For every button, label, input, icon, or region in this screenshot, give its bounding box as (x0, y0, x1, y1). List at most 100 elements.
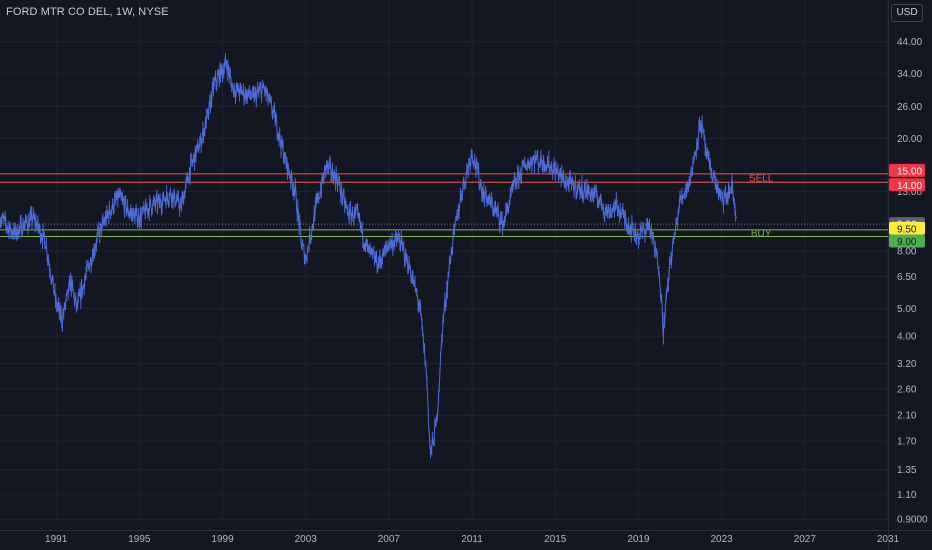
price-point (190, 165, 192, 167)
price-point (24, 223, 26, 225)
price-point (226, 62, 228, 64)
price-point (149, 205, 151, 208)
x-tick-label: 1995 (128, 534, 151, 545)
y-tick-label: 34.00 (897, 69, 922, 80)
x-tick-label: 1999 (211, 534, 234, 545)
price-point (436, 420, 438, 422)
time-axis[interactable]: 1991 1995 1999 2003 2007 2011 2015 2019 2023 2027… (45, 534, 900, 545)
price-point (357, 217, 359, 219)
price-point (336, 177, 338, 179)
series-layer (0, 53, 737, 459)
levels-layer (0, 173, 888, 238)
price-point (617, 205, 619, 208)
price-point (398, 238, 400, 240)
y-tick-label: 44.00 (897, 37, 922, 48)
x-tick-label: 2003 (295, 534, 318, 545)
price-point (213, 84, 215, 86)
price-point (117, 195, 120, 197)
price-point (544, 161, 546, 163)
price-badge-bg (889, 178, 925, 192)
y-tick-label: 1.10 (897, 490, 917, 501)
price-point (159, 200, 161, 202)
x-tick-label: 2015 (544, 534, 567, 545)
price-axis[interactable]: 44.00 34.00 26.00 20.00 13.00 8.00 6.50 5.00 4.0… (897, 37, 928, 526)
price-point (471, 150, 473, 153)
price-badge: 15.00 (889, 163, 925, 177)
price-point (575, 186, 577, 188)
price-point (679, 200, 681, 202)
price-badge-bg (889, 163, 925, 177)
price-point (735, 217, 737, 219)
price-point (429, 455, 432, 458)
price-point (606, 211, 608, 213)
price-badge-label: 9.00 (897, 237, 917, 248)
price-point (388, 242, 390, 245)
price-point (86, 270, 88, 272)
price-point (662, 329, 665, 331)
price-point (55, 303, 57, 305)
price-point (273, 115, 276, 117)
x-tick-label: 1991 (45, 534, 68, 545)
y-tick-label: 26.00 (897, 102, 922, 113)
price-point (107, 213, 109, 215)
x-tick-label: 2031 (877, 534, 900, 545)
price-point (32, 217, 34, 219)
price-point (425, 370, 427, 373)
price-point (706, 157, 708, 160)
price-point (533, 157, 536, 160)
y-tick-label: 13.00 (897, 187, 922, 198)
x-tick-label: 2019 (627, 534, 650, 545)
price-point (315, 205, 317, 208)
annotation-layer: SELL BUY (749, 173, 774, 239)
price-point (442, 321, 444, 323)
price-point (232, 88, 234, 90)
price-point (585, 190, 588, 192)
price-point (263, 88, 265, 90)
y-tick-label: 2.60 (897, 384, 917, 395)
y-tick-label: 20.00 (897, 134, 922, 145)
price-point (346, 211, 348, 213)
price-point (377, 263, 380, 265)
price-point (284, 157, 286, 160)
price-point (721, 200, 723, 202)
x-tick-label: 2011 (461, 534, 483, 545)
price-point (689, 177, 692, 179)
price-point (637, 235, 640, 238)
price-point (481, 190, 484, 192)
y-tick-label: 5.00 (897, 304, 917, 315)
price-point (669, 266, 671, 268)
y-tick-label: 8.00 (897, 246, 917, 257)
price-point (207, 115, 209, 117)
price-badge: 14.00 (889, 178, 925, 192)
y-tick-label: 2.10 (897, 411, 917, 422)
price-point (700, 120, 702, 122)
price-point (0, 217, 1, 219)
price-point (714, 181, 716, 183)
price-point (727, 195, 729, 197)
price-point (325, 165, 328, 167)
price-point (76, 308, 78, 310)
price-point (648, 223, 650, 225)
price-point (180, 205, 182, 208)
symbol-title: FORD MTR CO DEL, 1W, NYSE (6, 6, 169, 18)
price-point (169, 192, 172, 194)
price-point (294, 190, 296, 192)
buy-label: BUY (751, 229, 772, 240)
price-point (300, 242, 303, 245)
price-point (450, 250, 452, 252)
price-point (367, 250, 369, 252)
price-point (253, 96, 255, 98)
price-point (201, 137, 203, 140)
price-point (502, 223, 504, 225)
y-tick-label: 1.35 (897, 465, 917, 476)
price-point (61, 318, 63, 320)
sell-label: SELL (749, 173, 774, 184)
price-point (128, 211, 130, 213)
price-point (554, 169, 556, 171)
currency-button[interactable]: USD (891, 4, 923, 22)
y-tick-label: 3.20 (897, 359, 917, 370)
